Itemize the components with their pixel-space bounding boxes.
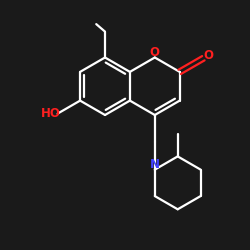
Text: N: N	[150, 158, 160, 170]
Text: HO: HO	[41, 106, 61, 120]
Text: O: O	[150, 46, 160, 59]
Text: O: O	[203, 49, 213, 62]
